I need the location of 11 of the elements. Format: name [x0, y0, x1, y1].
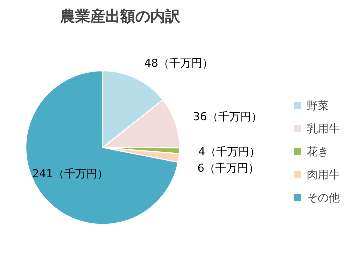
legend-label: 花き: [307, 144, 329, 159]
legend-label: 乳用牛: [307, 121, 340, 136]
data-label: 36（千万円）: [193, 110, 262, 124]
chart-title: 農業産出額の内訳: [60, 8, 182, 26]
legend-label: 肉用牛: [307, 167, 340, 182]
data-label: 48（千万円）: [144, 56, 214, 70]
data-label: 241（千万円）: [32, 168, 108, 181]
legend-label: 野菜: [307, 98, 329, 113]
data-label: 4（千万円）: [198, 145, 260, 158]
data-label: 6（千万円）: [198, 162, 260, 176]
legend-label: その他: [307, 190, 340, 205]
